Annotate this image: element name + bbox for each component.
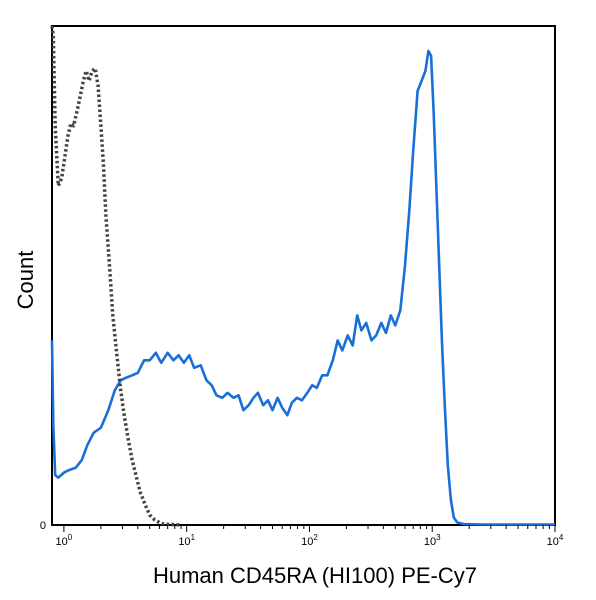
x-axis-label: Human CD45RA (HI100) PE-Cy7 — [153, 563, 477, 588]
plot-frame — [51, 25, 556, 526]
x-tick-label: 103 — [424, 533, 441, 548]
stained-sample-histogram — [50, 49, 555, 526]
x-axis-ticks: 100 101 102 103 104 — [56, 525, 564, 548]
y-tick-label: 0 — [40, 520, 46, 532]
x-tick-label: 101 — [178, 533, 195, 548]
x-tick-label: 104 — [547, 533, 564, 548]
y-axis-label: Count — [13, 251, 38, 310]
x-tick-label: 102 — [301, 533, 318, 548]
isotype-control-histogram — [50, 25, 182, 527]
series-layer — [50, 25, 555, 527]
plot-area — [50, 25, 556, 527]
x-tick-label: 100 — [56, 533, 73, 548]
y-axis-ticks: 0 — [40, 520, 46, 532]
